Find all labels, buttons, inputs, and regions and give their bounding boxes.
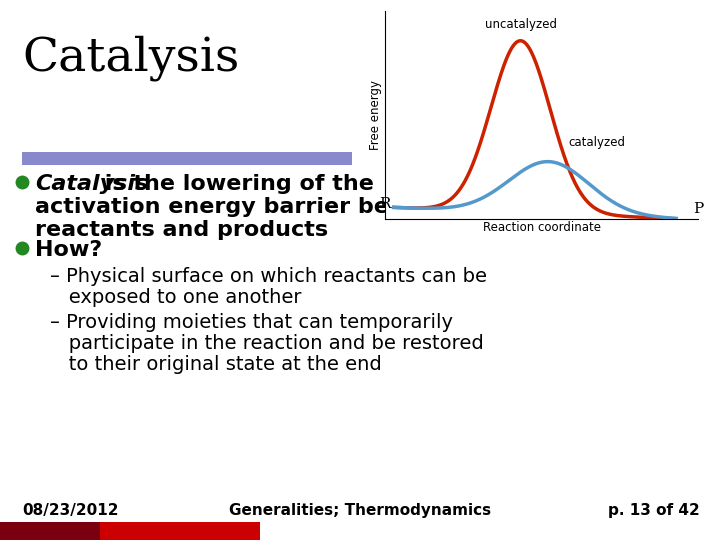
Text: Generalities; Thermodynamics: Generalities; Thermodynamics xyxy=(229,503,491,518)
Text: to their original state at the end: to their original state at the end xyxy=(50,355,382,374)
Text: exposed to one another: exposed to one another xyxy=(50,288,302,307)
Text: is the lowering of the: is the lowering of the xyxy=(97,174,374,194)
Text: P: P xyxy=(693,202,703,217)
Text: participate in the reaction and be restored: participate in the reaction and be resto… xyxy=(50,334,484,353)
Text: Catalysis: Catalysis xyxy=(35,174,148,194)
Bar xyxy=(0,522,260,540)
Bar xyxy=(22,152,352,165)
X-axis label: Reaction coordinate: Reaction coordinate xyxy=(483,221,600,234)
Text: uncatalyzed: uncatalyzed xyxy=(485,18,557,31)
Y-axis label: Free energy: Free energy xyxy=(369,80,382,150)
Text: 08/23/2012: 08/23/2012 xyxy=(22,503,119,518)
Text: catalyzed: catalyzed xyxy=(569,136,626,148)
Text: reactants and products: reactants and products xyxy=(35,220,328,240)
Text: p. 13 of 42: p. 13 of 42 xyxy=(608,503,700,518)
Text: – Physical surface on which reactants can be: – Physical surface on which reactants ca… xyxy=(50,267,487,286)
Text: How?: How? xyxy=(35,240,102,260)
Text: R: R xyxy=(379,197,391,211)
Bar xyxy=(0,522,100,540)
Text: – Providing moieties that can temporarily: – Providing moieties that can temporaril… xyxy=(50,313,453,332)
Text: activation energy barrier between: activation energy barrier between xyxy=(35,197,466,217)
Text: Catalysis: Catalysis xyxy=(22,35,239,81)
